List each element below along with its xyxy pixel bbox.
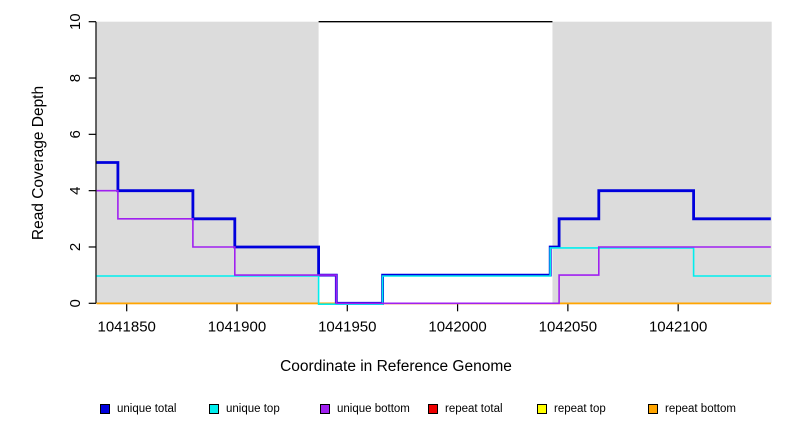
legend-item-repeat-bottom: repeat bottom (648, 401, 736, 417)
legend-label-unique-total: unique total (117, 403, 177, 415)
legend-swatch-unique-bottom (320, 404, 330, 414)
legend-swatch-unique-total (100, 404, 110, 414)
x-tick-label: 1042100 (649, 318, 707, 335)
legend-label-repeat-bottom: repeat bottom (665, 403, 736, 415)
legend-swatch-repeat-top (537, 404, 547, 414)
legend-label-unique-top: unique top (226, 403, 280, 415)
x-tick-label: 1041850 (97, 318, 155, 335)
y-tick-label: 4 (67, 186, 84, 194)
series-unique-top (96, 247, 771, 306)
shaded-region-1 (552, 21, 772, 304)
x-axis-title: Coordinate in Reference Genome (280, 358, 512, 375)
y-tick-label: 8 (67, 74, 84, 82)
legend-item-unique-top: unique top (209, 401, 280, 417)
x-tick-label: 1041900 (208, 318, 266, 335)
legend: unique total unique top unique bottom repea… (0, 401, 792, 421)
y-tick-label: 2 (67, 243, 84, 251)
legend-swatch-repeat-bottom (648, 404, 658, 414)
y-axis-title: Read Coverage Depth (30, 85, 47, 241)
legend-swatch-unique-top (209, 404, 219, 414)
y-tick-label: 0 (67, 299, 84, 307)
legend-item-unique-total: unique total (100, 401, 176, 417)
legend-label-unique-bottom: unique bottom (337, 403, 410, 415)
legend-label-repeat-top: repeat top (554, 403, 606, 415)
x-tick-label: 1042000 (428, 318, 486, 335)
legend-item-repeat-top: repeat top (537, 401, 606, 417)
legend-label-repeat-total: repeat total (445, 403, 503, 415)
y-tick-label: 10 (67, 13, 84, 30)
legend-item-repeat-total: repeat total (428, 401, 503, 417)
x-tick-label: 1041950 (318, 318, 376, 335)
x-tick-label: 1042050 (539, 318, 597, 335)
legend-item-unique-bottom: unique bottom (320, 401, 410, 417)
y-tick-label: 6 (67, 130, 84, 138)
shaded-region-0 (96, 21, 319, 304)
legend-swatch-repeat-total (428, 404, 438, 414)
series-unique-bottom (96, 189, 771, 305)
